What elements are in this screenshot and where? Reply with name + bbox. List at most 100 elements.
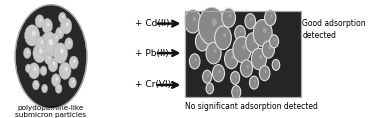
Ellipse shape xyxy=(212,18,217,26)
Ellipse shape xyxy=(33,80,39,90)
Ellipse shape xyxy=(276,63,277,65)
Ellipse shape xyxy=(233,37,251,63)
Ellipse shape xyxy=(274,39,276,41)
Ellipse shape xyxy=(212,65,225,82)
Ellipse shape xyxy=(73,80,74,83)
Ellipse shape xyxy=(254,80,256,83)
Ellipse shape xyxy=(193,17,196,21)
Ellipse shape xyxy=(51,74,60,87)
Ellipse shape xyxy=(65,67,68,71)
Ellipse shape xyxy=(53,62,55,65)
Ellipse shape xyxy=(242,44,246,50)
Text: No significant adsorption detected: No significant adsorption detected xyxy=(185,102,318,111)
Ellipse shape xyxy=(250,18,253,21)
Ellipse shape xyxy=(253,39,255,42)
Ellipse shape xyxy=(55,84,62,93)
Ellipse shape xyxy=(202,37,205,41)
Ellipse shape xyxy=(27,51,29,53)
Ellipse shape xyxy=(40,66,47,76)
Ellipse shape xyxy=(56,36,57,38)
Ellipse shape xyxy=(25,25,40,46)
Ellipse shape xyxy=(235,25,245,41)
Ellipse shape xyxy=(265,10,276,26)
Ellipse shape xyxy=(195,58,197,61)
Ellipse shape xyxy=(263,28,266,33)
Ellipse shape xyxy=(214,49,217,53)
Ellipse shape xyxy=(246,33,259,52)
Ellipse shape xyxy=(59,30,62,33)
Ellipse shape xyxy=(218,70,221,73)
Ellipse shape xyxy=(198,7,225,45)
Ellipse shape xyxy=(43,69,45,71)
Ellipse shape xyxy=(184,9,201,33)
Ellipse shape xyxy=(47,23,50,26)
Ellipse shape xyxy=(34,67,37,71)
Text: + Cr(VI): + Cr(VI) xyxy=(135,80,172,89)
Ellipse shape xyxy=(59,12,66,23)
Ellipse shape xyxy=(69,56,78,69)
Ellipse shape xyxy=(203,70,212,83)
Ellipse shape xyxy=(56,77,58,81)
Ellipse shape xyxy=(60,18,72,34)
Ellipse shape xyxy=(62,15,64,18)
Ellipse shape xyxy=(259,66,270,81)
Ellipse shape xyxy=(56,27,64,39)
Bar xyxy=(185,11,301,97)
Ellipse shape xyxy=(45,54,52,64)
Ellipse shape xyxy=(25,64,31,73)
Ellipse shape xyxy=(206,42,221,64)
Ellipse shape xyxy=(231,71,240,84)
Text: Good adsorption
detected: Good adsorption detected xyxy=(302,19,366,40)
Ellipse shape xyxy=(68,41,71,44)
Ellipse shape xyxy=(189,54,200,69)
Ellipse shape xyxy=(240,60,253,77)
Ellipse shape xyxy=(23,48,31,59)
Ellipse shape xyxy=(60,48,64,54)
Ellipse shape xyxy=(53,43,68,63)
Ellipse shape xyxy=(42,84,48,93)
Ellipse shape xyxy=(40,40,43,44)
Ellipse shape xyxy=(59,86,60,89)
Ellipse shape xyxy=(268,46,271,50)
Ellipse shape xyxy=(36,37,46,51)
Ellipse shape xyxy=(232,86,241,99)
Ellipse shape xyxy=(249,76,259,89)
Ellipse shape xyxy=(251,48,266,70)
Ellipse shape xyxy=(15,5,87,109)
Ellipse shape xyxy=(49,39,53,46)
Ellipse shape xyxy=(40,32,58,58)
Text: + Pb(II): + Pb(II) xyxy=(135,49,169,58)
Ellipse shape xyxy=(28,63,40,79)
Ellipse shape xyxy=(270,35,279,48)
Ellipse shape xyxy=(69,77,76,88)
Ellipse shape xyxy=(33,43,46,63)
Ellipse shape xyxy=(240,30,242,33)
Ellipse shape xyxy=(223,33,226,38)
Text: polydopamine-like
submicron particles: polydopamine-like submicron particles xyxy=(15,105,87,118)
Bar xyxy=(185,11,301,97)
Ellipse shape xyxy=(225,49,238,69)
Ellipse shape xyxy=(48,58,58,72)
Ellipse shape xyxy=(36,83,37,85)
Ellipse shape xyxy=(245,14,256,29)
Ellipse shape xyxy=(73,60,76,63)
Ellipse shape xyxy=(39,18,42,22)
Ellipse shape xyxy=(231,55,234,59)
Ellipse shape xyxy=(35,15,44,28)
Ellipse shape xyxy=(253,20,272,46)
Ellipse shape xyxy=(270,15,273,18)
Ellipse shape xyxy=(206,83,214,94)
Ellipse shape xyxy=(42,18,53,34)
Ellipse shape xyxy=(32,31,36,36)
Ellipse shape xyxy=(59,62,71,79)
Ellipse shape xyxy=(39,49,43,54)
Ellipse shape xyxy=(210,86,211,88)
Ellipse shape xyxy=(215,26,231,50)
Text: + Cd(II): + Cd(II) xyxy=(135,19,170,28)
Ellipse shape xyxy=(66,22,69,26)
Ellipse shape xyxy=(235,75,237,78)
Ellipse shape xyxy=(65,38,73,50)
Ellipse shape xyxy=(45,86,46,89)
Ellipse shape xyxy=(259,55,262,59)
Ellipse shape xyxy=(28,66,30,69)
